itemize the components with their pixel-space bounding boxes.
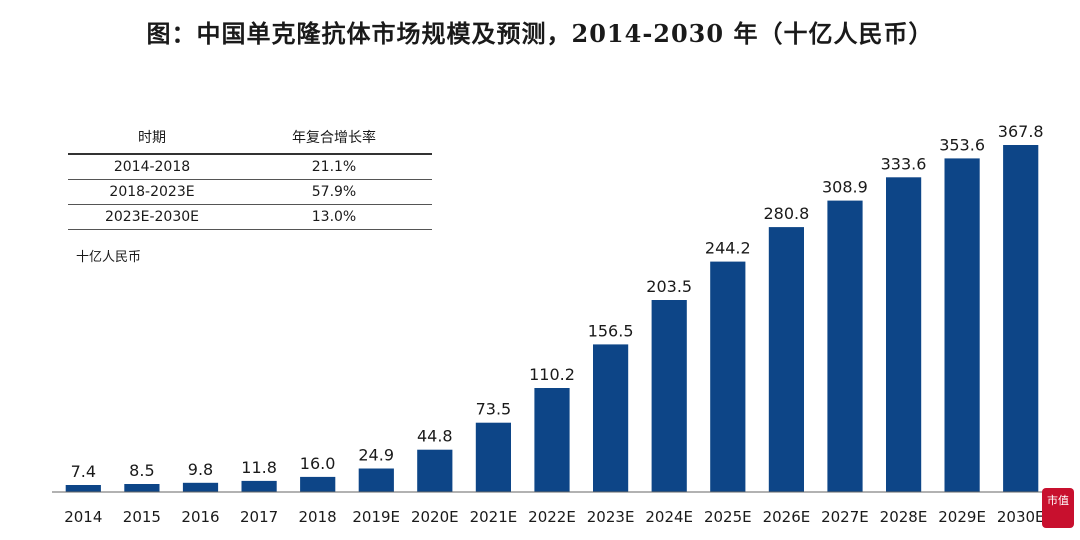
watermark-logo: 市值 xyxy=(1042,488,1074,528)
bar-2021E xyxy=(475,422,511,492)
x-tick-label-2019E: 2019E xyxy=(352,508,400,526)
bar-2020E xyxy=(417,449,453,492)
cagr-table: 时期 年复合增长率 2014-2018 21.1% 2018-2023E 57.… xyxy=(68,122,432,230)
bar-2019E xyxy=(358,468,394,492)
data-label-2022E: 110.2 xyxy=(529,365,575,384)
bar-2015 xyxy=(124,484,160,492)
data-label-2014: 7.4 xyxy=(71,462,96,481)
x-tick-label-2017: 2017 xyxy=(240,508,278,526)
data-label-2030E: 367.8 xyxy=(998,122,1044,141)
bar-2022E xyxy=(534,388,570,492)
bar-2018 xyxy=(300,476,336,492)
x-tick-label-2026E: 2026E xyxy=(763,508,811,526)
x-tick-label-2023E: 2023E xyxy=(587,508,635,526)
table-cell-period: 2023E-2030E xyxy=(68,204,236,230)
data-label-2021E: 73.5 xyxy=(476,400,512,419)
table-cell-cagr: 13.0% xyxy=(236,204,432,230)
bar-2028E xyxy=(886,177,922,493)
x-tick-label-2014: 2014 xyxy=(64,508,102,526)
x-tick-label-2015: 2015 xyxy=(123,508,161,526)
bar-2023E xyxy=(593,344,629,492)
bar-2025E xyxy=(710,261,746,492)
x-tick-label-2018: 2018 xyxy=(299,508,337,526)
table-row: 2023E-2030E 13.0% xyxy=(68,204,432,230)
data-label-2015: 8.5 xyxy=(129,461,154,480)
x-tick-label-2016: 2016 xyxy=(181,508,219,526)
x-tick-label-2022E: 2022E xyxy=(528,508,576,526)
table-cell-period: 2014-2018 xyxy=(68,154,236,180)
table-row: 2018-2023E 57.9% xyxy=(68,179,432,205)
data-label-2024E: 203.5 xyxy=(646,277,692,296)
table-cell-cagr: 57.9% xyxy=(236,179,432,205)
table-header-cagr: 年复合增长率 xyxy=(236,122,432,155)
bar-2030E xyxy=(1003,145,1039,492)
x-tick-label-2028E: 2028E xyxy=(880,508,928,526)
data-label-2025E: 244.2 xyxy=(705,239,751,258)
table-header-period: 时期 xyxy=(68,122,236,155)
table-cell-period: 2018-2023E xyxy=(68,179,236,205)
bar-2016 xyxy=(182,482,219,492)
data-label-2028E: 333.6 xyxy=(881,154,927,173)
data-label-2016: 9.8 xyxy=(188,460,213,479)
bar-2024E xyxy=(651,300,687,492)
data-label-2020E: 44.8 xyxy=(417,427,453,446)
x-tick-label-2020E: 2020E xyxy=(411,508,459,526)
data-label-2029E: 353.6 xyxy=(939,135,985,154)
table-cell-cagr: 21.1% xyxy=(236,154,432,180)
data-label-2018: 16.0 xyxy=(300,454,336,473)
chart-title: 图：中国单克隆抗体市场规模及预测，2014-2030 年（十亿人民币） xyxy=(146,19,934,48)
x-tick-label-2021E: 2021E xyxy=(470,508,518,526)
x-tick-label-2024E: 2024E xyxy=(645,508,693,526)
data-label-2026E: 280.8 xyxy=(763,204,809,223)
x-tick-label-2029E: 2029E xyxy=(938,508,986,526)
x-tick-label-2027E: 2027E xyxy=(821,508,869,526)
data-label-2017: 11.8 xyxy=(241,458,277,477)
table-row: 2014-2018 21.1% xyxy=(68,154,432,180)
bar-2017 xyxy=(241,480,277,492)
bar-2014 xyxy=(65,485,101,492)
bar-2026E xyxy=(768,227,804,492)
data-label-2019E: 24.9 xyxy=(358,446,394,465)
data-label-2023E: 156.5 xyxy=(588,321,634,340)
bar-2029E xyxy=(944,158,980,492)
unit-label: 十亿人民币 xyxy=(76,250,142,265)
table-header-row: 时期 年复合增长率 xyxy=(68,122,432,155)
bar-2027E xyxy=(827,200,863,492)
x-tick-label-2030E: 2030E xyxy=(997,508,1045,526)
data-label-2027E: 308.9 xyxy=(822,178,868,197)
x-tick-label-2025E: 2025E xyxy=(704,508,752,526)
